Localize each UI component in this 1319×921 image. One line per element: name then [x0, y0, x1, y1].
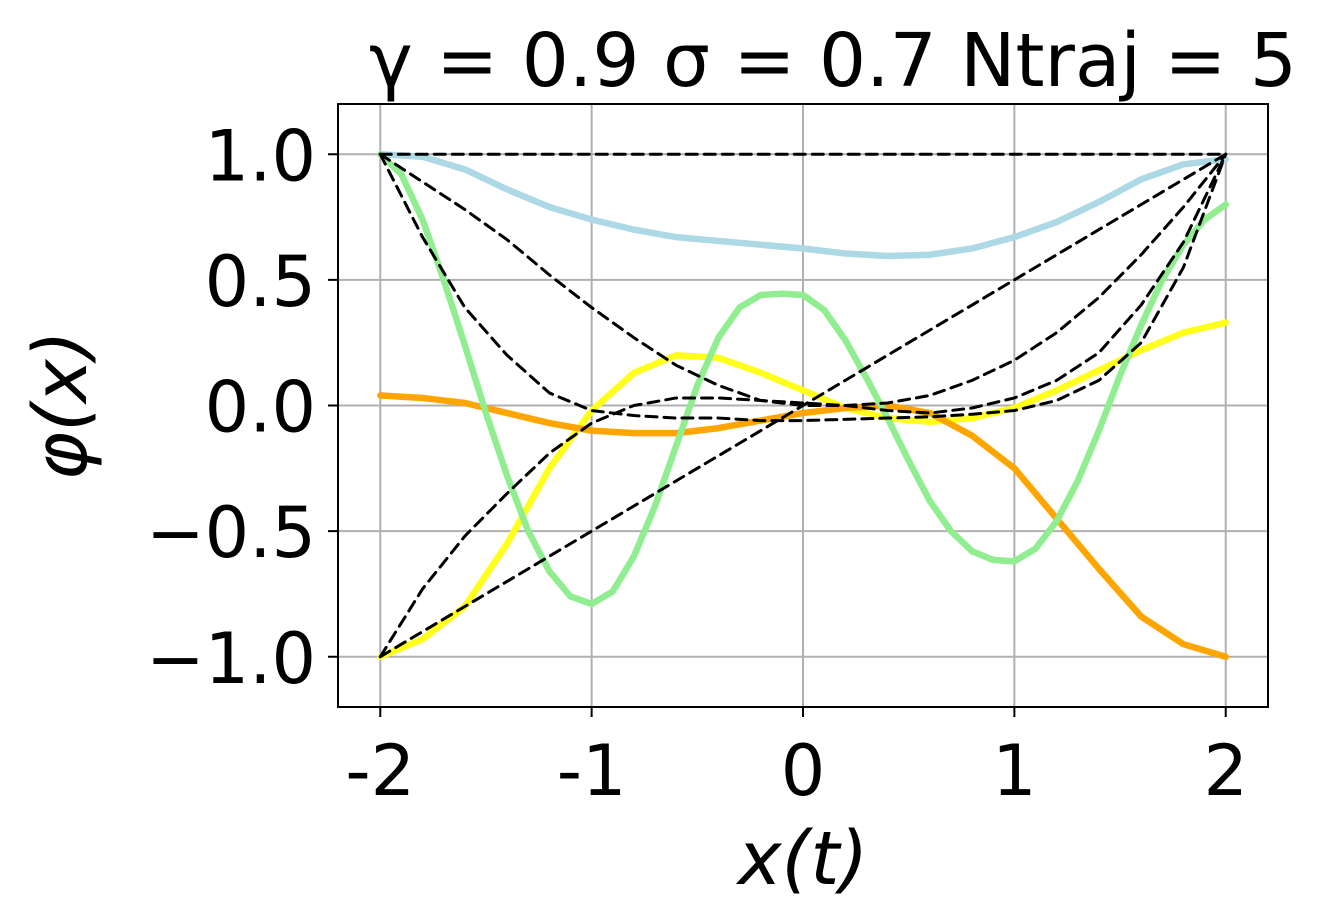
y-tick-label: 1.0: [205, 115, 316, 197]
grid-lines: [338, 104, 1268, 707]
y-tick-label: 0.5: [205, 241, 316, 323]
y-tick-label: 0.0: [205, 367, 316, 449]
x-axis-label: x(t): [736, 816, 869, 902]
series-line-solid: [377, 151, 1229, 260]
y-axis-label: φ(x): [18, 330, 104, 480]
y-tick-label: −0.5: [146, 492, 316, 574]
x-tick-label: -1: [557, 730, 627, 812]
x-tick-label: 2: [1203, 730, 1248, 812]
y-tick-label: −1.0: [146, 618, 316, 700]
chart-title: γ = 0.9 σ = 0.7 Ntraj = 5: [369, 18, 1297, 104]
x-tick-label: 0: [781, 730, 826, 812]
y-axis-ticks: −1.0 −0.5 0.0 0.5 1.0: [146, 115, 338, 700]
x-tick-label: 1: [992, 730, 1037, 812]
series-line-dashed: [378, 152, 1228, 659]
series-line-solid: [377, 151, 1229, 608]
x-tick-label: -2: [345, 730, 415, 812]
series-line-dashed: [378, 152, 1228, 407]
series-line-solid: [377, 392, 1229, 660]
series-lines: [377, 151, 1229, 660]
series-line-dashed: [378, 152, 1228, 423]
x-axis-ticks: -2 -1 0 1 2: [345, 707, 1248, 812]
